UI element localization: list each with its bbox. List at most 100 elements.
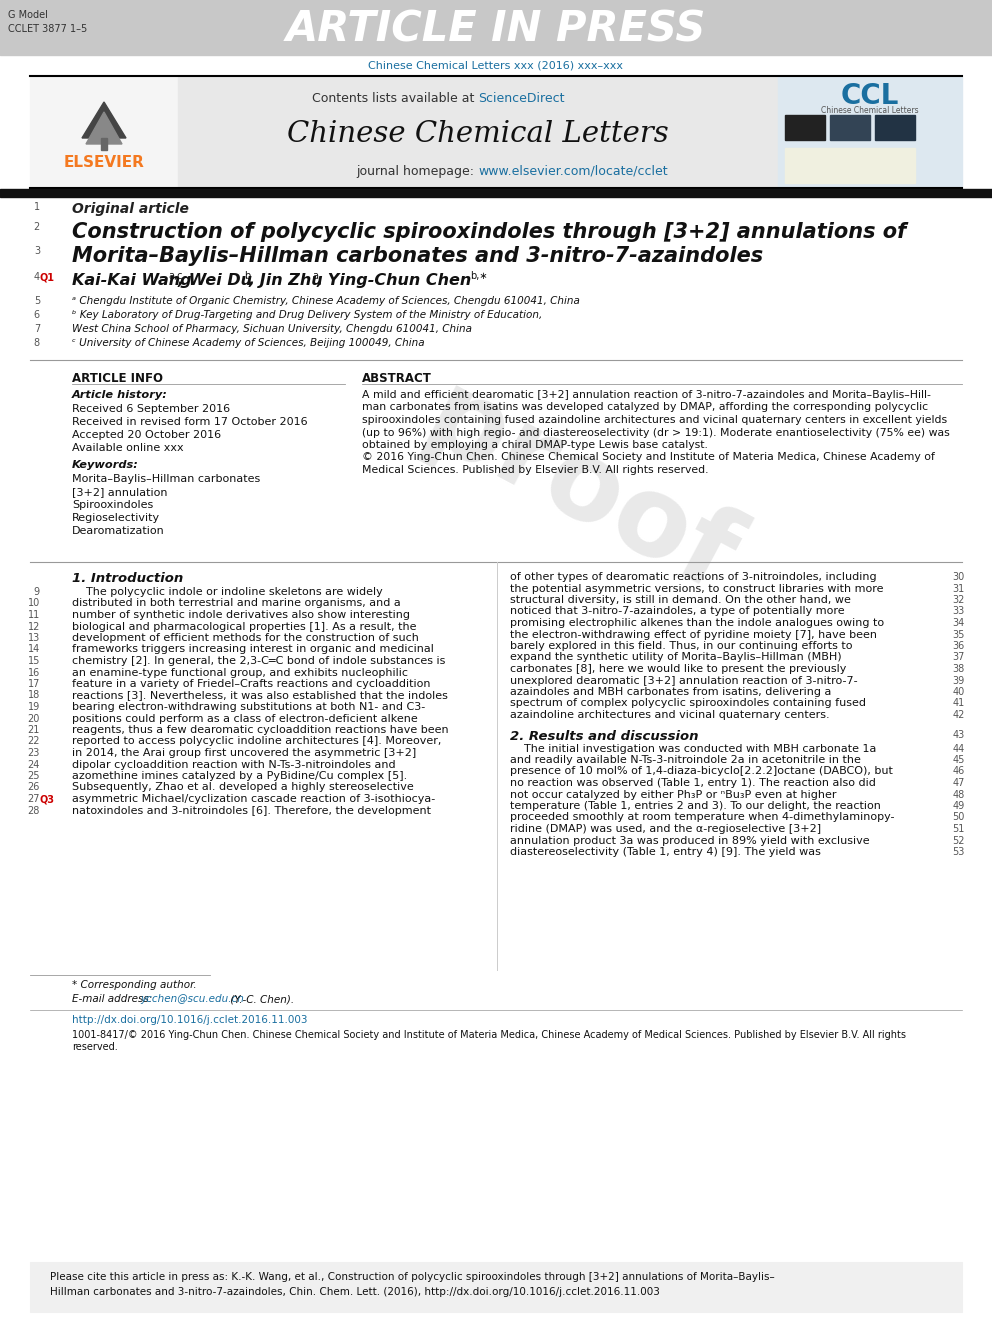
Text: proceeded smoothly at room temperature when 4-dimethylaminopy-: proceeded smoothly at room temperature w… bbox=[510, 812, 895, 823]
Bar bbox=[875, 115, 915, 140]
Text: Available online xxx: Available online xxx bbox=[72, 443, 184, 452]
Text: number of synthetic indole derivatives also show interesting: number of synthetic indole derivatives a… bbox=[72, 610, 410, 620]
Text: ARTICLE IN PRESS: ARTICLE IN PRESS bbox=[286, 8, 706, 50]
Text: , Wei Du: , Wei Du bbox=[178, 273, 253, 288]
Text: 53: 53 bbox=[952, 847, 965, 857]
Text: man carbonates from isatins was developed catalyzed by DMAP, affording the corre: man carbonates from isatins was develope… bbox=[362, 402, 929, 413]
Text: Dearomatization: Dearomatization bbox=[72, 527, 165, 536]
Text: Regioselectivity: Regioselectivity bbox=[72, 513, 160, 523]
Text: 20: 20 bbox=[28, 713, 40, 724]
Text: annulation product 3a was produced in 89% yield with exclusive: annulation product 3a was produced in 89… bbox=[510, 836, 870, 845]
Text: (up to 96%) with high regio- and diastereoselectivity (dr > 19:1). Moderate enan: (up to 96%) with high regio- and diaster… bbox=[362, 427, 949, 438]
Text: 51: 51 bbox=[952, 824, 965, 833]
Text: 12: 12 bbox=[28, 622, 40, 631]
Text: reported to access polycyclic indoline architectures [4]. Moreover,: reported to access polycyclic indoline a… bbox=[72, 737, 441, 746]
Text: structural diversity, is still in demand. On the other hand, we: structural diversity, is still in demand… bbox=[510, 595, 851, 605]
Text: 32: 32 bbox=[952, 595, 965, 605]
Polygon shape bbox=[86, 112, 122, 144]
Text: G Model: G Model bbox=[8, 11, 48, 20]
Text: Construction of polycyclic spirooxindoles through [3+2] annulations of: Construction of polycyclic spirooxindole… bbox=[72, 222, 907, 242]
Text: * Corresponding author.: * Corresponding author. bbox=[72, 980, 196, 990]
Text: ycchen@scu.edu.cn: ycchen@scu.edu.cn bbox=[140, 994, 244, 1004]
Text: Received 6 September 2016: Received 6 September 2016 bbox=[72, 404, 230, 414]
Text: 40: 40 bbox=[952, 687, 965, 697]
Text: 33: 33 bbox=[952, 606, 965, 617]
Text: natoxindoles and 3-nitroindoles [6]. Therefore, the development: natoxindoles and 3-nitroindoles [6]. The… bbox=[72, 806, 431, 815]
Text: reserved.: reserved. bbox=[72, 1043, 118, 1052]
Text: [3+2] annulation: [3+2] annulation bbox=[72, 487, 168, 497]
Text: ᵃ Chengdu Institute of Organic Chemistry, Chinese Academy of Sciences, Chengdu 6: ᵃ Chengdu Institute of Organic Chemistry… bbox=[72, 296, 580, 306]
Text: 25: 25 bbox=[28, 771, 40, 781]
Bar bbox=[178, 77, 778, 187]
Text: 48: 48 bbox=[952, 790, 965, 799]
Text: Hillman carbonates and 3-nitro-7-azaindoles, Chin. Chem. Lett. (2016), http://dx: Hillman carbonates and 3-nitro-7-azaindo… bbox=[50, 1287, 660, 1297]
Text: 18: 18 bbox=[28, 691, 40, 700]
Text: Received in revised form 17 October 2016: Received in revised form 17 October 2016 bbox=[72, 417, 308, 427]
Text: 16: 16 bbox=[28, 668, 40, 677]
Text: 8: 8 bbox=[34, 337, 40, 348]
Text: of other types of dearomatic reactions of 3-nitroindoles, including: of other types of dearomatic reactions o… bbox=[510, 572, 877, 582]
Text: © 2016 Ying-Chun Chen. Chinese Chemical Society and Institute of Materia Medica,: © 2016 Ying-Chun Chen. Chinese Chemical … bbox=[362, 452, 934, 463]
Text: Accepted 20 October 2016: Accepted 20 October 2016 bbox=[72, 430, 221, 441]
Text: 27: 27 bbox=[28, 794, 40, 804]
Bar bbox=[785, 148, 915, 183]
Text: feature in a variety of Friedel–Crafts reactions and cycloaddition: feature in a variety of Friedel–Crafts r… bbox=[72, 679, 431, 689]
Text: ScienceDirect: ScienceDirect bbox=[478, 93, 564, 105]
Text: 42: 42 bbox=[952, 710, 965, 720]
Text: 13: 13 bbox=[28, 632, 40, 643]
Text: 46: 46 bbox=[952, 766, 965, 777]
Text: The polycyclic indole or indoline skeletons are widely: The polycyclic indole or indoline skelet… bbox=[72, 587, 383, 597]
Text: , Ying-Chun Chen: , Ying-Chun Chen bbox=[317, 273, 472, 288]
Text: 21: 21 bbox=[28, 725, 40, 736]
Text: Contents lists available at: Contents lists available at bbox=[311, 93, 478, 105]
Text: 1. Introduction: 1. Introduction bbox=[72, 572, 184, 585]
Bar bbox=[101, 138, 107, 149]
Text: 45: 45 bbox=[952, 755, 965, 765]
Text: 17: 17 bbox=[28, 679, 40, 689]
Text: ᵇ Key Laboratory of Drug-Targeting and Drug Delivery System of the Ministry of E: ᵇ Key Laboratory of Drug-Targeting and D… bbox=[72, 310, 546, 320]
Text: azaindoline architectures and vicinal quaternary centers.: azaindoline architectures and vicinal qu… bbox=[510, 710, 829, 720]
Text: 3: 3 bbox=[34, 246, 40, 255]
Text: Chinese Chemical Letters: Chinese Chemical Letters bbox=[821, 106, 919, 115]
Text: the potential asymmetric versions, to construct libraries with more: the potential asymmetric versions, to co… bbox=[510, 583, 884, 594]
Text: spirooxindoles containing fused azaindoline architectures and vicinal quaternary: spirooxindoles containing fused azaindol… bbox=[362, 415, 947, 425]
Text: West China School of Pharmacy, Sichuan University, Chengdu 610041, China: West China School of Pharmacy, Sichuan U… bbox=[72, 324, 472, 333]
Text: 47: 47 bbox=[952, 778, 965, 789]
Text: 44: 44 bbox=[952, 744, 965, 754]
Text: 26: 26 bbox=[28, 782, 40, 792]
Text: 2. Results and discussion: 2. Results and discussion bbox=[510, 729, 698, 742]
Text: not occur catalyzed by either Ph₃P or ⁿBu₃P even at higher: not occur catalyzed by either Ph₃P or ⁿB… bbox=[510, 790, 836, 799]
Text: carbonates [8], here we would like to present the previously: carbonates [8], here we would like to pr… bbox=[510, 664, 846, 673]
Text: noticed that 3-nitro-7-azaindoles, a type of potentially more: noticed that 3-nitro-7-azaindoles, a typ… bbox=[510, 606, 844, 617]
Text: development of efficient methods for the construction of such: development of efficient methods for the… bbox=[72, 632, 419, 643]
Text: biological and pharmacological properties [1]. As a result, the: biological and pharmacological propertie… bbox=[72, 622, 417, 631]
Text: 50: 50 bbox=[952, 812, 965, 823]
Text: 5: 5 bbox=[34, 296, 40, 306]
Text: www.elsevier.com/locate/cclet: www.elsevier.com/locate/cclet bbox=[478, 165, 668, 179]
Text: Spirooxindoles: Spirooxindoles bbox=[72, 500, 153, 509]
Text: 1001-8417/© 2016 Ying-Chun Chen. Chinese Chemical Society and Institute of Mater: 1001-8417/© 2016 Ying-Chun Chen. Chinese… bbox=[72, 1031, 906, 1040]
Text: E-mail address:: E-mail address: bbox=[72, 994, 156, 1004]
Text: chemistry [2]. In general, the 2,3-C═C bond of indole substances is: chemistry [2]. In general, the 2,3-C═C b… bbox=[72, 656, 445, 665]
Text: reagents, thus a few dearomatic cycloaddition reactions have been: reagents, thus a few dearomatic cycloadd… bbox=[72, 725, 448, 736]
Text: 52: 52 bbox=[952, 836, 965, 845]
Text: 22: 22 bbox=[28, 737, 40, 746]
Bar bbox=[0, 0, 992, 56]
Text: the electron-withdrawing effect of pyridine moiety [7], have been: the electron-withdrawing effect of pyrid… bbox=[510, 630, 877, 639]
Text: 7: 7 bbox=[34, 324, 40, 333]
Text: 38: 38 bbox=[952, 664, 965, 673]
Bar bbox=[778, 77, 962, 187]
Text: ELSEVIER: ELSEVIER bbox=[63, 155, 145, 169]
Text: a,c: a,c bbox=[168, 271, 183, 280]
Text: Chinese Chemical Letters xxx (2016) xxx–xxx: Chinese Chemical Letters xxx (2016) xxx–… bbox=[368, 60, 624, 70]
Text: spectrum of complex polycyclic spirooxindoles containing fused: spectrum of complex polycyclic spirooxin… bbox=[510, 699, 866, 709]
Text: temperature (Table 1, entries 2 and 3). To our delight, the reaction: temperature (Table 1, entries 2 and 3). … bbox=[510, 800, 881, 811]
Text: 28: 28 bbox=[28, 806, 40, 815]
Text: CCLET 3877 1–5: CCLET 3877 1–5 bbox=[8, 24, 87, 34]
Text: 9: 9 bbox=[34, 587, 40, 597]
Text: in 2014, the Arai group first uncovered the asymmetric [3+2]: in 2014, the Arai group first uncovered … bbox=[72, 747, 417, 758]
Text: azomethine imines catalyzed by a PyBidine/Cu complex [5].: azomethine imines catalyzed by a PyBidin… bbox=[72, 771, 408, 781]
Text: 19: 19 bbox=[28, 703, 40, 712]
Text: Chinese Chemical Letters: Chinese Chemical Letters bbox=[287, 120, 669, 148]
Text: Please cite this article in press as: K.-K. Wang, et al., Construction of polycy: Please cite this article in press as: K.… bbox=[50, 1271, 775, 1282]
